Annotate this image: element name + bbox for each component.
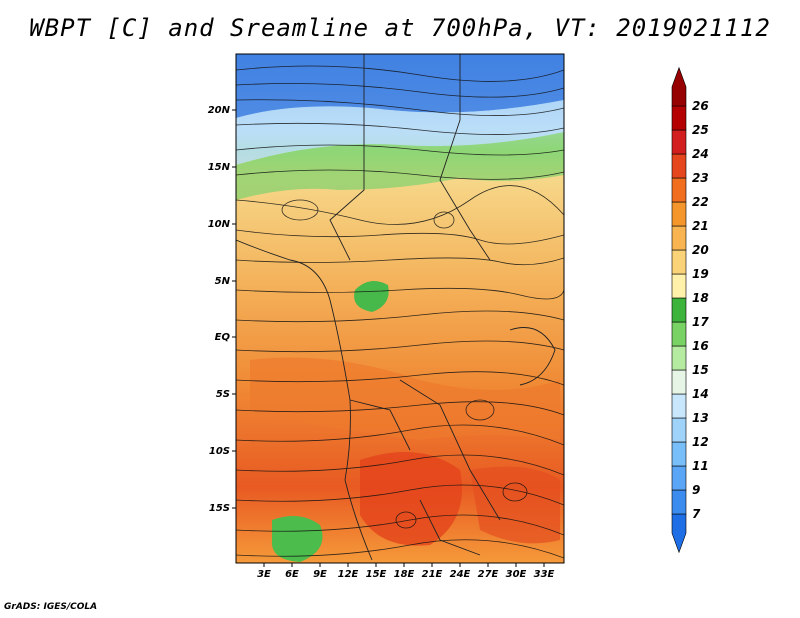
colorbar-legend: 7 9 11 12 13 14 15 16 17 18 19 20 21 22 23 24 25 26 bbox=[671, 66, 709, 554]
lat-label: 10S bbox=[209, 446, 230, 457]
colorbar-segment bbox=[671, 201, 687, 227]
warm-core-south bbox=[360, 452, 462, 546]
latitude-axis: 20N 15N 10N 5N EQ 5S 10S 15S bbox=[208, 105, 236, 514]
lon-label: 3E bbox=[257, 569, 271, 580]
colorbar-segment bbox=[671, 177, 687, 203]
colorbar-label: 9 bbox=[692, 483, 700, 497]
colorbar-label: 20 bbox=[692, 243, 709, 257]
colorbar-label: 7 bbox=[692, 507, 701, 521]
colorbar-segment bbox=[671, 441, 687, 467]
lat-label: EQ bbox=[215, 332, 231, 343]
colorbar-label: 22 bbox=[692, 195, 709, 209]
colorbar-segment bbox=[671, 321, 687, 347]
lat-label: 15N bbox=[208, 162, 231, 173]
cold-region-top bbox=[236, 54, 564, 118]
chart-title: WBPT [C] and Sreamline at 700hPa, VT: 20… bbox=[29, 14, 771, 42]
colorbar-label: 11 bbox=[692, 459, 709, 473]
colorbar-segment bbox=[671, 345, 687, 371]
colorbar-segment bbox=[671, 249, 687, 275]
map-frame bbox=[235, 53, 565, 564]
colorbar-segment bbox=[671, 129, 687, 155]
lon-label: 30E bbox=[506, 569, 527, 580]
lat-label: 5S bbox=[216, 389, 230, 400]
colorbar-label: 16 bbox=[692, 339, 709, 353]
colorbar-segment bbox=[671, 393, 687, 419]
longitude-axis: 3E 6E 9E 12E 15E 18E 21E 24E 27E 30E 33E bbox=[257, 563, 555, 580]
colorbar-segment bbox=[671, 465, 687, 491]
colorbar-label: 12 bbox=[692, 435, 709, 449]
colorbar-segment bbox=[671, 297, 687, 323]
green-patch-center bbox=[354, 281, 389, 312]
colorbar-label: 15 bbox=[692, 363, 709, 377]
colorbar-segment bbox=[671, 369, 687, 395]
colorbar-label: 21 bbox=[692, 219, 709, 233]
lon-label: 27E bbox=[478, 569, 499, 580]
colorbar-label: 13 bbox=[692, 411, 709, 425]
lon-label: 6E bbox=[285, 569, 299, 580]
lon-label: 24E bbox=[450, 569, 471, 580]
lon-label: 33E bbox=[534, 569, 555, 580]
colorbar-arrow-top bbox=[671, 66, 687, 107]
lon-label: 12E bbox=[338, 569, 359, 580]
colorbar-label: 26 bbox=[692, 99, 709, 113]
colorbar-segment bbox=[671, 225, 687, 251]
colorbar-segment bbox=[671, 105, 687, 131]
colorbar-arrow-bottom bbox=[671, 513, 687, 554]
green-band bbox=[236, 132, 564, 200]
lat-label: 5N bbox=[215, 276, 231, 287]
colorbar-segment bbox=[671, 153, 687, 179]
lat-label: 10N bbox=[208, 219, 231, 230]
footer-credit: GrADS: IGES/COLA bbox=[4, 602, 98, 612]
map-panel bbox=[236, 54, 564, 563]
warm-east bbox=[470, 466, 560, 544]
lon-label: 18E bbox=[394, 569, 415, 580]
warm-band-middle bbox=[250, 357, 560, 440]
colorbar-segment bbox=[671, 273, 687, 299]
colorbar-label: 25 bbox=[692, 123, 709, 137]
lat-label: 15S bbox=[209, 503, 230, 514]
country-borders bbox=[236, 54, 556, 561]
colorbar-label: 14 bbox=[692, 387, 709, 401]
green-patch-southwest bbox=[271, 516, 323, 562]
colorbar-segment bbox=[671, 417, 687, 443]
colorbar-label: 23 bbox=[692, 171, 709, 185]
lon-label: 15E bbox=[366, 569, 387, 580]
colorbar-label: 19 bbox=[692, 267, 709, 281]
colorbar-segment bbox=[671, 489, 687, 515]
lat-label: 20N bbox=[208, 105, 231, 116]
colorbar-label: 18 bbox=[692, 291, 709, 305]
colorbar-label: 17 bbox=[692, 315, 709, 329]
colorbar-label: 24 bbox=[692, 147, 709, 161]
lon-label: 21E bbox=[422, 569, 443, 580]
lon-label: 9E bbox=[313, 569, 327, 580]
light-blue-band bbox=[236, 100, 564, 165]
